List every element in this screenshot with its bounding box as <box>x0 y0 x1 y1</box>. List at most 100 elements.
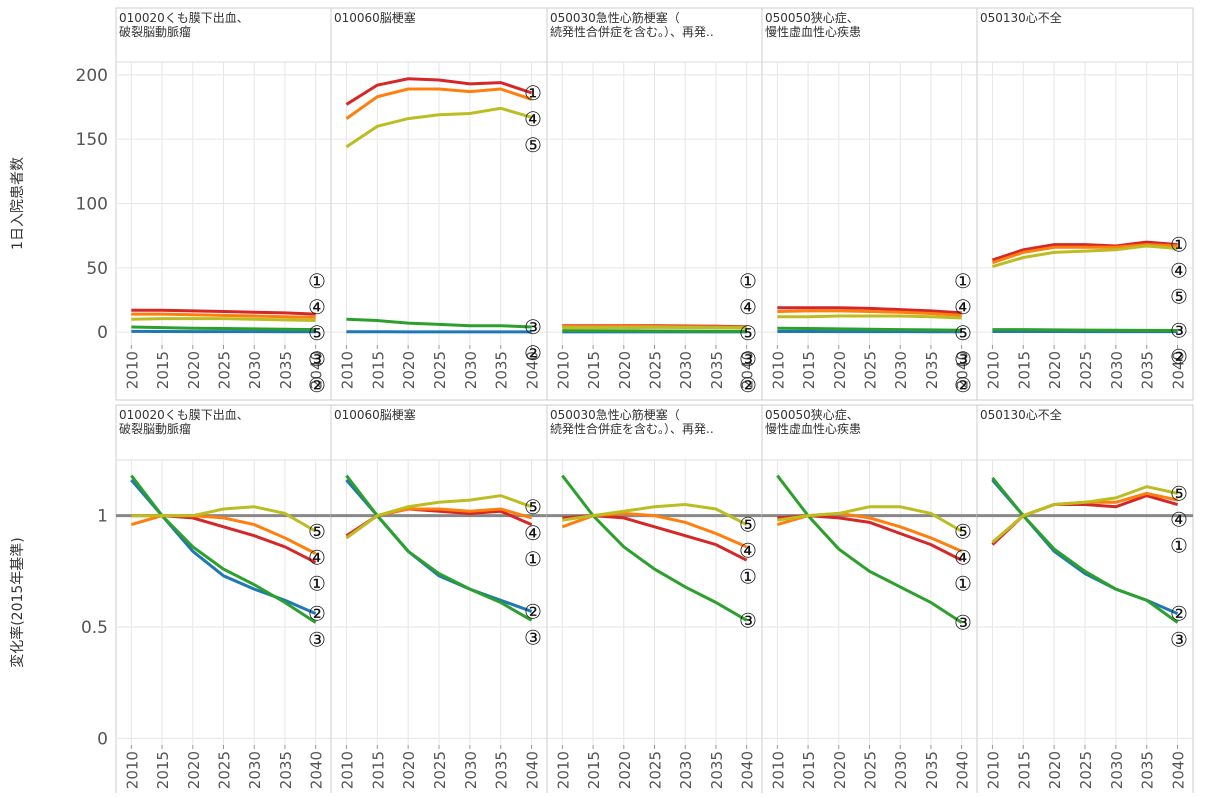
series-line <box>777 328 961 330</box>
x-tick-label: 2030 <box>246 751 264 789</box>
y-tick-label: 100 <box>76 195 108 215</box>
panel-title: 050130心不全 <box>980 407 1062 422</box>
series-label: ③ <box>739 347 757 371</box>
x-tick-label: 2015 <box>1015 751 1033 789</box>
series-label: ② <box>524 341 542 365</box>
panel-title: 050030急性心筋梗塞（ <box>550 407 680 422</box>
x-tick-label: 2040 <box>308 751 326 789</box>
x-tick-label: 2010 <box>338 351 356 389</box>
series-line <box>992 330 1177 331</box>
x-tick-label: 2035 <box>708 751 726 789</box>
series-label: ③ <box>308 347 326 371</box>
series-label: ② <box>739 373 757 397</box>
x-tick-label: 2030 <box>462 351 480 389</box>
series-label: ② <box>308 602 326 626</box>
x-tick-label: 2040 <box>524 751 542 789</box>
series-label: ⑤ <box>524 495 542 519</box>
panel-title: 050050狭心症、 <box>765 10 859 25</box>
x-tick-label: 2010 <box>554 351 572 389</box>
x-tick-label: 2025 <box>647 751 665 789</box>
x-tick-label: 2010 <box>769 751 787 789</box>
y-tick-label: 1 <box>97 507 108 527</box>
x-tick-label: 2030 <box>1108 751 1126 789</box>
x-tick-label: 2025 <box>862 351 880 389</box>
x-tick-label: 2010 <box>769 351 787 389</box>
x-tick-label: 2025 <box>431 351 449 389</box>
x-tick-label: 2035 <box>493 351 511 389</box>
x-tick-label: 2015 <box>154 751 172 789</box>
y-tick-label: 0.5 <box>81 618 108 638</box>
series-label: ⑤ <box>308 519 326 543</box>
x-tick-label: 2015 <box>800 351 818 389</box>
series-label: ④ <box>954 545 972 569</box>
x-tick-label: 2035 <box>708 351 726 389</box>
x-tick-label: 2020 <box>831 751 849 789</box>
panel-title: 010060脳梗塞 <box>334 10 416 25</box>
x-tick-label: 2030 <box>462 751 480 789</box>
series-label: ⑤ <box>1170 285 1188 309</box>
series-label: ② <box>954 373 972 397</box>
x-tick-label: 2020 <box>831 351 849 389</box>
series-label: ① <box>1170 233 1188 257</box>
x-tick-label: 2015 <box>1015 351 1033 389</box>
x-tick-label: 2020 <box>1046 351 1064 389</box>
panel-title: 010020くも膜下出血、 <box>119 408 249 422</box>
x-tick-label: 2010 <box>123 751 141 789</box>
x-tick-label: 2040 <box>739 751 757 789</box>
series-label: ③ <box>1170 628 1188 652</box>
panel-title: 010020くも膜下出血、 <box>119 11 249 25</box>
series-label: ③ <box>308 628 326 652</box>
panel-title: 続発性合併症を含む。）、再発.. <box>550 421 714 436</box>
series-label: ② <box>1170 344 1188 368</box>
x-tick-label: 2030 <box>246 351 264 389</box>
x-tick-label: 2010 <box>554 751 572 789</box>
series-label: ④ <box>954 295 972 319</box>
series-label: ③ <box>954 611 972 635</box>
series-label: ⑤ <box>739 513 757 537</box>
series-label: ⑤ <box>954 519 972 543</box>
x-tick-label: 2015 <box>585 751 603 789</box>
x-tick-label: 2025 <box>216 351 234 389</box>
series-line <box>562 331 746 332</box>
y-axis-title: 変化率(2015年基準) <box>9 537 26 668</box>
x-tick-label: 2025 <box>862 751 880 789</box>
x-tick-label: 2010 <box>984 751 1002 789</box>
panel-title: 050030急性心筋梗塞（ <box>550 10 680 25</box>
x-tick-label: 2035 <box>1139 751 1157 789</box>
series-label: ② <box>308 373 326 397</box>
series-label: ⑤ <box>954 321 972 345</box>
y-axis-title: 1日入院患者数 <box>10 157 26 250</box>
series-line <box>562 327 746 328</box>
x-tick-label: 2030 <box>677 751 695 789</box>
x-tick-label: 2020 <box>616 751 634 789</box>
y-tick-label: 150 <box>76 130 108 150</box>
series-label: ⑤ <box>739 321 757 345</box>
panel-title: 050130心不全 <box>980 10 1062 25</box>
panel-title: 慢性虚血性心疾患 <box>765 421 861 436</box>
x-tick-label: 2040 <box>954 751 972 789</box>
x-tick-label: 2010 <box>338 751 356 789</box>
x-tick-label: 2040 <box>1170 751 1188 789</box>
panel-title: 慢性虚血性心疾患 <box>765 24 861 39</box>
series-label: ① <box>954 269 972 293</box>
x-tick-label: 2015 <box>585 351 603 389</box>
x-tick-label: 2015 <box>369 351 387 389</box>
series-label: ③ <box>1170 318 1188 342</box>
series-line <box>131 314 315 317</box>
x-tick-label: 2020 <box>400 351 418 389</box>
x-tick-label: 2020 <box>616 351 634 389</box>
x-tick-label: 2025 <box>216 751 234 789</box>
x-tick-label: 2025 <box>431 751 449 789</box>
x-tick-label: 2010 <box>984 351 1002 389</box>
series-label: ④ <box>1170 259 1188 283</box>
series-label: ① <box>308 269 326 293</box>
x-tick-label: 2025 <box>1077 351 1095 389</box>
panel-title: 破裂脳動脈瘤 <box>119 24 191 39</box>
series-label: ⑤ <box>524 133 542 157</box>
series-label: ④ <box>524 107 542 131</box>
series-label: ⑤ <box>1170 481 1188 505</box>
y-tick-label: 0 <box>97 729 108 749</box>
x-tick-label: 2010 <box>123 351 141 389</box>
series-label: ① <box>308 571 326 595</box>
